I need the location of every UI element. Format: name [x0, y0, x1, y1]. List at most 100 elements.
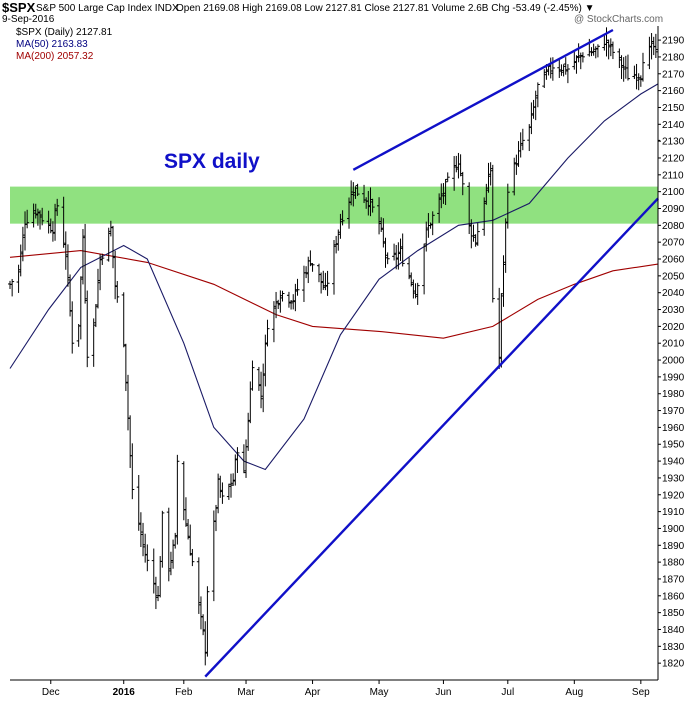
price-bar [332, 240, 336, 295]
price-bar [278, 290, 283, 313]
price-bar [121, 292, 126, 348]
price-bar [130, 443, 135, 500]
x-tick-label: Aug [565, 687, 583, 698]
price-bar [160, 510, 165, 568]
y-tick-label: 1820 [662, 659, 685, 670]
price-bar [211, 510, 216, 602]
y-tick-label: 1990 [662, 372, 685, 383]
price-bar [183, 497, 188, 527]
price-bar [565, 64, 570, 84]
price-bar [250, 360, 255, 391]
price-bar [514, 154, 519, 175]
price-bar [85, 290, 90, 368]
price-bar [473, 234, 478, 247]
price-bar [8, 280, 12, 289]
price-bar [190, 548, 195, 567]
x-tick-label: May [370, 687, 389, 698]
price-bar [445, 172, 450, 182]
price-bar [452, 156, 457, 191]
price-bar [128, 415, 133, 468]
price-bar [100, 253, 105, 265]
price-bar [460, 171, 465, 196]
price-bar [175, 454, 180, 545]
price-bar [91, 318, 96, 367]
price-bar [25, 209, 30, 229]
y-tick-label: 1870 [662, 574, 685, 585]
x-tick-label: Mar [237, 687, 255, 698]
x-tick-label: Apr [305, 687, 321, 698]
price-bar [143, 533, 148, 563]
price-bar [424, 221, 429, 252]
trendline [204, 197, 659, 678]
price-bar [623, 55, 628, 79]
price-bar [385, 252, 390, 265]
y-tick-label: 2100 [662, 187, 685, 198]
price-bar [301, 265, 306, 302]
price-bar [244, 439, 249, 478]
y-tick-label: 1930 [662, 473, 685, 484]
price-bar [166, 507, 171, 582]
y-tick-label: 1950 [662, 440, 685, 451]
price-bar [201, 614, 206, 636]
y-tick-label: 2190 [662, 36, 685, 47]
price-bar [531, 99, 536, 119]
legend-price: $SPX (Daily) 2127.81 [16, 27, 113, 38]
price-bar [535, 82, 540, 108]
price-bar [50, 221, 55, 242]
price-bar [548, 57, 553, 79]
price-bar [265, 319, 270, 347]
price-bar [576, 43, 581, 63]
price-bar [471, 224, 476, 242]
price-bar [355, 183, 360, 197]
price-bar [542, 69, 547, 88]
price-bar [533, 90, 538, 121]
price-bar [151, 548, 156, 594]
price-bar [430, 211, 435, 236]
price-bar [256, 366, 261, 391]
symbol-title: $SPX [2, 0, 36, 15]
y-tick-label: 2030 [662, 305, 685, 316]
price-bar [213, 504, 218, 532]
price-bar [497, 287, 502, 369]
price-bar [319, 272, 324, 294]
price-bar [621, 57, 626, 82]
x-tick-label: Sep [632, 687, 650, 698]
x-tick-label: Jun [435, 687, 451, 698]
price-bar [106, 227, 111, 262]
price-bar [619, 55, 624, 80]
price-bar [271, 301, 276, 343]
price-bar [638, 75, 643, 87]
y-tick-label: 1850 [662, 608, 685, 619]
x-tick-label: Dec [42, 687, 60, 698]
y-tick-label: 2120 [662, 153, 685, 164]
price-bar [203, 621, 208, 666]
source-credit: @ StockCharts.com [574, 14, 664, 25]
y-tick-label: 2070 [662, 238, 685, 249]
price-bar [458, 154, 463, 177]
trendline [352, 28, 614, 171]
y-tick-label: 1830 [662, 642, 685, 653]
price-bar [602, 34, 607, 51]
y-tick-label: 1840 [662, 625, 685, 636]
price-bar [235, 447, 240, 473]
price-bar [400, 233, 405, 267]
price-bar [63, 231, 68, 270]
y-tick-label: 2080 [662, 221, 685, 232]
price-bar [617, 48, 622, 69]
price-bar [398, 238, 403, 261]
price-bar [407, 257, 412, 280]
price-bar [261, 363, 266, 413]
y-tick-label: 1900 [662, 524, 685, 535]
price-bar [231, 473, 236, 486]
y-tick-label: 2050 [662, 271, 685, 282]
y-tick-label: 2040 [662, 288, 685, 299]
price-bar [123, 343, 128, 392]
price-bar [516, 141, 521, 167]
price-bar [370, 198, 375, 213]
price-bar [233, 454, 238, 486]
price-bar [10, 278, 15, 297]
x-tick-label: Feb [175, 687, 193, 698]
price-bar [443, 178, 448, 205]
